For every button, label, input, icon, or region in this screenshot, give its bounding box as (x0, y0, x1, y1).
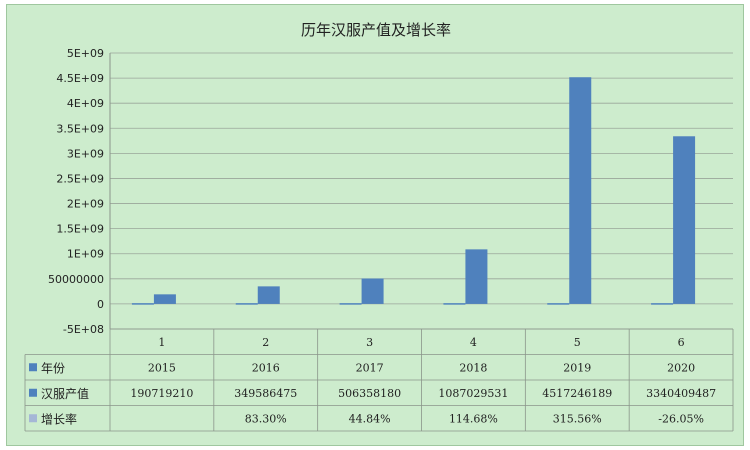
category-label: 4 (470, 336, 477, 349)
gridlines (110, 52, 733, 330)
data-label: 1087029531 (438, 387, 508, 400)
y-tick-label: 1.5E+09 (56, 223, 104, 236)
bar-year (443, 303, 466, 305)
legend-swatch (29, 414, 37, 423)
y-tick-label: 4E+09 (67, 97, 104, 110)
bar-year (547, 303, 570, 305)
y-tick-label: 4.5E+09 (56, 72, 104, 85)
y-tick-label: 3.5E+09 (56, 122, 104, 135)
bar-value (257, 286, 280, 304)
data-label: 506358180 (338, 387, 401, 400)
data-label: 2017 (356, 361, 384, 374)
chart-title: 历年汉服产值及增长率 (300, 21, 451, 39)
category-label: 1 (158, 336, 165, 349)
category-label: 2 (262, 336, 269, 349)
data-label: 114.68% (449, 412, 498, 425)
data-label: 2019 (563, 361, 591, 374)
data-label: 2020 (667, 361, 695, 374)
data-label: 4517246189 (542, 387, 612, 400)
category-label: 3 (366, 336, 373, 349)
chart-frame: 历年汉服产值及增长率 5E+09 4.5E+09 4E+09 3.5E+09 3E+09… (6, 4, 744, 446)
data-label: 2018 (459, 361, 487, 374)
bar-year (131, 303, 154, 305)
data-label: 2016 (252, 361, 280, 374)
bar-chart: 5E+09 4.5E+09 4E+09 3.5E+09 3E+09 2.5E+09 2E+0… (24, 47, 734, 432)
legend-swatch (29, 388, 37, 397)
category-label: 6 (678, 336, 685, 349)
y-tick-label: 2.5E+09 (56, 172, 104, 185)
data-label: 315.56% (553, 412, 602, 425)
data-label: 2015 (148, 361, 176, 374)
y-tick-label: 3E+09 (67, 147, 104, 160)
y-axis: 5E+09 4.5E+09 4E+09 3.5E+09 3E+09 2.5E+09 2E+0… (48, 47, 111, 336)
y-tick-label: -5E+08 (63, 323, 104, 336)
series-name: 年份 (41, 361, 65, 375)
category-label: 5 (574, 336, 581, 349)
data-table: 1 2 3 4 5 6 年份 2015 2016 2017 2018 2019 2020 汉服产值 1907… (24, 328, 734, 432)
bar-year (651, 303, 674, 305)
bar-value (361, 278, 384, 304)
data-label: 190719210 (130, 387, 193, 400)
legend-swatch (29, 363, 37, 372)
y-tick-label: 2E+09 (67, 198, 104, 211)
bar-value (569, 77, 592, 304)
data-label: -26.05% (658, 412, 704, 425)
bar-value (465, 249, 488, 304)
y-tick-label: 5E+09 (67, 47, 104, 60)
bar-value (673, 136, 696, 304)
series-name: 汉服产值 (41, 386, 89, 401)
bar-value (153, 294, 176, 304)
bar-year (339, 303, 362, 305)
data-label: 44.84% (349, 412, 391, 425)
series-name: 增长率 (41, 411, 77, 426)
data-label: 349586475 (234, 387, 297, 400)
y-tick-label: 0 (97, 298, 104, 311)
data-label: 3340409487 (646, 387, 716, 400)
bar-year (235, 303, 258, 305)
bars (131, 77, 696, 305)
y-tick-label: 50000000 (48, 273, 104, 286)
y-tick-label: 1E+09 (67, 248, 104, 261)
data-label: 83.30% (245, 412, 287, 425)
